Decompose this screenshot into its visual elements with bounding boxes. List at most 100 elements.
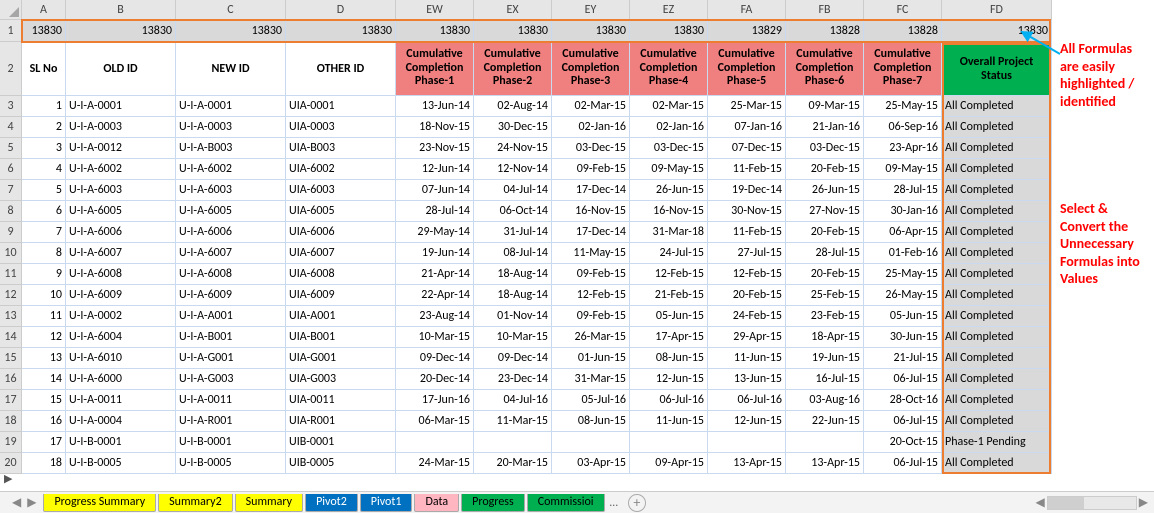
data-cell[interactable] [552, 432, 630, 453]
row-header-7[interactable]: 7 [0, 180, 22, 201]
data-cell[interactable]: 5 [22, 180, 66, 201]
row-header-6[interactable]: 6 [0, 159, 22, 180]
data-cell[interactable]: 08-Jun-15 [552, 411, 630, 432]
data-cell[interactable]: Phase-1 Pending [942, 432, 1052, 453]
row-header-20[interactable]: 20 [0, 453, 22, 474]
counta-cell[interactable]: 13828 [864, 20, 942, 42]
data-cell[interactable]: 3 [22, 138, 66, 159]
data-cell[interactable]: 28-Jul-15 [864, 180, 942, 201]
data-cell[interactable]: 13-Jun-15 [708, 369, 786, 390]
data-cell[interactable]: U-I-A-0002 [66, 306, 176, 327]
data-cell[interactable]: U-I-B-0005 [66, 453, 176, 474]
data-cell[interactable]: 9 [22, 264, 66, 285]
data-cell[interactable]: 01-Feb-16 [864, 243, 942, 264]
counta-cell[interactable]: 13830 [176, 20, 286, 42]
data-cell[interactable]: 09-May-15 [864, 159, 942, 180]
data-cell[interactable] [396, 432, 474, 453]
data-cell[interactable]: 24-Feb-15 [708, 306, 786, 327]
data-cell[interactable]: 27-Jul-15 [708, 243, 786, 264]
data-cell[interactable]: 09-Dec-14 [396, 348, 474, 369]
data-cell[interactable]: 26-Jun-15 [630, 180, 708, 201]
sheet-tab-progress[interactable]: Progress [461, 494, 525, 512]
data-cell[interactable]: 06-Jul-15 [864, 411, 942, 432]
data-cell[interactable]: 20-Oct-15 [864, 432, 942, 453]
sheet-tab-summary[interactable]: Summary [235, 494, 303, 512]
data-cell[interactable]: 11-Feb-15 [708, 222, 786, 243]
data-cell[interactable]: UIA-6002 [286, 159, 396, 180]
tab-overflow-icon[interactable]: … [606, 496, 622, 510]
data-cell[interactable]: 02-Mar-15 [630, 96, 708, 117]
data-cell[interactable]: 20-Feb-15 [708, 285, 786, 306]
data-cell[interactable]: U-I-A-0001 [176, 96, 286, 117]
counta-cell[interactable]: 13830 [552, 20, 630, 42]
counta-cell[interactable]: 13828 [786, 20, 864, 42]
column-header-cell[interactable]: Cumulative Completion Phase-6 [786, 42, 864, 96]
data-cell[interactable]: All Completed [942, 390, 1052, 411]
data-cell[interactable]: U-I-A-6002 [176, 159, 286, 180]
data-cell[interactable]: 25-Feb-15 [786, 285, 864, 306]
data-cell[interactable]: U-I-A-6003 [176, 180, 286, 201]
data-cell[interactable]: 19-Dec-14 [708, 180, 786, 201]
data-cell[interactable]: 29-Apr-15 [708, 327, 786, 348]
select-all-corner[interactable] [0, 0, 22, 20]
data-cell[interactable]: 03-Dec-15 [552, 138, 630, 159]
scrollbar-thumb[interactable] [1048, 497, 1084, 509]
data-cell[interactable]: 12-Feb-15 [552, 285, 630, 306]
column-header-cell[interactable]: Cumulative Completion Phase-5 [708, 42, 786, 96]
data-cell[interactable]: 04-Jul-16 [474, 390, 552, 411]
data-cell[interactable]: UIA-G001 [286, 348, 396, 369]
data-cell[interactable]: U-I-A-R001 [176, 411, 286, 432]
data-cell[interactable]: U-I-A-0003 [176, 117, 286, 138]
row-header-1[interactable]: 1 [0, 20, 22, 42]
data-cell[interactable]: U-I-A-A001 [176, 306, 286, 327]
row-header-3[interactable]: 3 [0, 96, 22, 117]
nav-scroll-right-icon[interactable]: ▶ [4, 472, 12, 485]
col-header-A[interactable]: A [22, 0, 66, 20]
data-cell[interactable]: All Completed [942, 264, 1052, 285]
row-header-14[interactable]: 14 [0, 327, 22, 348]
column-header-cell[interactable]: Cumulative Completion Phase-3 [552, 42, 630, 96]
data-cell[interactable]: 23-Aug-14 [396, 306, 474, 327]
col-header-B[interactable]: B [66, 0, 176, 20]
data-cell[interactable]: 12-Nov-14 [474, 159, 552, 180]
data-cell[interactable]: 11-Jun-15 [708, 348, 786, 369]
data-cell[interactable]: 4 [22, 159, 66, 180]
col-header-EW[interactable]: EW [396, 0, 474, 20]
data-cell[interactable]: U-I-A-6007 [66, 243, 176, 264]
data-cell[interactable]: 09-Feb-15 [552, 159, 630, 180]
data-cell[interactable]: U-I-A-0004 [66, 411, 176, 432]
data-cell[interactable]: 13-Apr-15 [708, 453, 786, 474]
data-cell[interactable]: UIA-6009 [286, 285, 396, 306]
row-header-4[interactable]: 4 [0, 117, 22, 138]
counta-cell[interactable]: 13830 [474, 20, 552, 42]
data-cell[interactable]: U-I-A-6005 [176, 201, 286, 222]
data-cell[interactable]: All Completed [942, 180, 1052, 201]
data-cell[interactable]: 07-Jun-14 [396, 180, 474, 201]
col-header-D[interactable]: D [286, 0, 396, 20]
data-cell[interactable]: U-I-A-6008 [66, 264, 176, 285]
data-cell[interactable]: UIA-6005 [286, 201, 396, 222]
data-cell[interactable] [708, 432, 786, 453]
data-cell[interactable]: UIB-0001 [286, 432, 396, 453]
data-cell[interactable]: 19-Jun-15 [786, 348, 864, 369]
data-cell[interactable]: 8 [22, 243, 66, 264]
data-cell[interactable]: 06-Apr-15 [864, 222, 942, 243]
sheet-tab-pivot1[interactable]: Pivot1 [360, 494, 413, 512]
data-cell[interactable]: 12 [22, 327, 66, 348]
data-cell[interactable]: 10-Mar-15 [396, 327, 474, 348]
data-cell[interactable]: U-I-A-6002 [66, 159, 176, 180]
tab-nav-buttons[interactable]: ◀ ▶ [6, 495, 42, 510]
data-cell[interactable]: 31-Mar-18 [630, 222, 708, 243]
sheet-tab-data[interactable]: Data [414, 494, 459, 512]
data-cell[interactable]: U-I-A-0011 [176, 390, 286, 411]
data-cell[interactable]: UIA-R001 [286, 411, 396, 432]
data-cell[interactable]: 18-Aug-14 [474, 264, 552, 285]
data-cell[interactable]: 11-Jun-15 [630, 411, 708, 432]
data-cell[interactable]: 27-Nov-15 [786, 201, 864, 222]
data-cell[interactable]: 07-Jan-16 [708, 117, 786, 138]
data-cell[interactable]: U-I-B-0005 [176, 453, 286, 474]
data-cell[interactable]: U-I-A-6000 [66, 369, 176, 390]
data-cell[interactable]: 28-Oct-16 [864, 390, 942, 411]
data-cell[interactable]: 16-Nov-15 [630, 201, 708, 222]
data-cell[interactable]: 11-May-15 [552, 243, 630, 264]
